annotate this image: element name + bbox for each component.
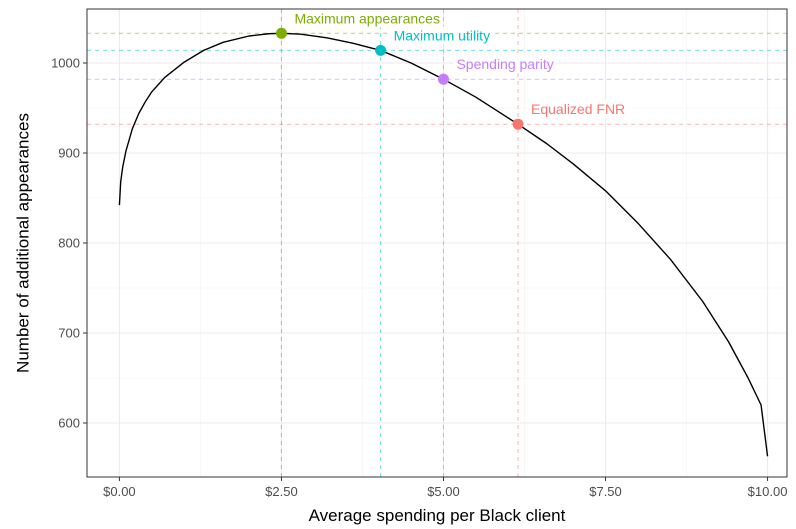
highlight-point: [375, 44, 387, 56]
major-gridlines: [87, 9, 787, 477]
annotation-background: [390, 26, 494, 45]
highlight-point: [437, 73, 449, 85]
annotation-label: Spending parity: [456, 56, 553, 72]
minor-gridlines: [87, 9, 787, 477]
highlight-points: [275, 27, 524, 130]
x-axis-ticks: $0.00 $2.50 $5.00 $7.50 $10.00: [103, 477, 787, 499]
x-tick-label: $0.00: [103, 484, 136, 499]
y-axis-ticks: 600 700 800 900 1000: [51, 56, 87, 431]
x-axis-title: Average spending per Black client: [309, 506, 566, 525]
series-line: [118, 32, 769, 457]
annotation-label: Maximum utility: [394, 27, 490, 43]
annotation-background: [453, 55, 557, 74]
y-tick-label: 600: [58, 416, 80, 431]
x-tick-label: $2.50: [265, 484, 298, 499]
y-tick-label: 900: [58, 146, 80, 161]
y-tick-label: 800: [58, 236, 80, 251]
annotation-background: [528, 100, 629, 119]
y-axis-title: Number of additional appearances: [13, 113, 32, 373]
y-tick-label: 1000: [51, 56, 80, 71]
reference-lines: [87, 9, 787, 477]
series-layer: [118, 32, 769, 457]
annotation-label: Equalized FNR: [531, 101, 625, 117]
x-tick-label: $5.00: [427, 484, 460, 499]
x-tick-label: $10.00: [748, 484, 788, 499]
y-tick-label: 700: [58, 326, 80, 341]
annotation-label: Maximum appearances: [294, 10, 440, 26]
highlight-point: [512, 118, 524, 130]
highlight-point: [275, 27, 287, 39]
annotation-background: [291, 9, 443, 28]
x-tick-label: $7.50: [589, 484, 622, 499]
